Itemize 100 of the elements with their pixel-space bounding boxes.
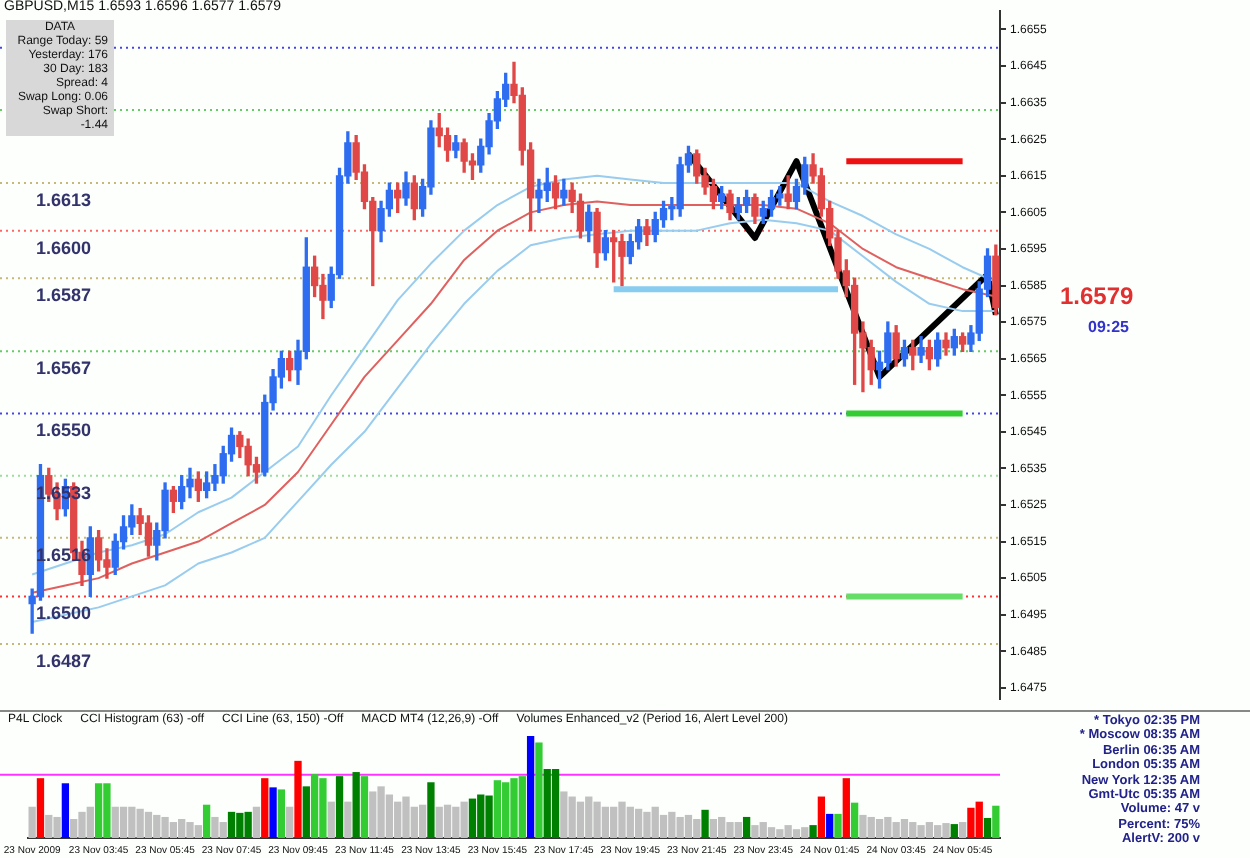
bar — [909, 822, 917, 838]
bar — [892, 822, 900, 838]
bar — [443, 804, 452, 838]
bar — [161, 816, 169, 838]
text: 09:25 — [1088, 317, 1131, 336]
bar — [983, 817, 992, 838]
bar — [394, 801, 402, 838]
bar — [917, 825, 925, 838]
bar — [78, 811, 86, 838]
bar — [560, 791, 568, 838]
bar — [485, 795, 493, 838]
bar — [884, 816, 892, 838]
bar — [452, 806, 460, 838]
ref-line-label: 1.6533 — [36, 482, 92, 503]
ref-line-label: 1.6587 — [36, 285, 92, 306]
bar — [502, 782, 510, 838]
bar — [767, 827, 776, 838]
bar — [94, 783, 103, 838]
bar — [344, 801, 352, 838]
bar — [385, 794, 394, 838]
bar — [759, 822, 767, 838]
bar — [942, 823, 950, 838]
bar — [360, 776, 369, 838]
bar — [634, 808, 643, 838]
bar — [286, 806, 294, 838]
bar — [45, 814, 53, 838]
bar — [236, 812, 244, 838]
bar — [227, 811, 236, 838]
bar — [418, 804, 427, 838]
bar — [377, 786, 385, 838]
bar — [211, 816, 219, 838]
bar — [153, 814, 161, 838]
bar — [535, 742, 543, 838]
ref-line-label: 1.6600 — [36, 237, 92, 258]
bar — [186, 822, 194, 838]
bar — [261, 778, 269, 838]
bar — [526, 736, 535, 838]
bar — [103, 783, 111, 838]
bar — [826, 813, 834, 838]
bar — [693, 818, 701, 838]
bar — [335, 776, 344, 838]
bar — [551, 769, 560, 838]
bar — [178, 818, 186, 838]
bar — [934, 825, 942, 838]
bar — [958, 822, 967, 838]
bar — [784, 825, 792, 838]
bar — [327, 801, 335, 838]
bar — [875, 818, 884, 838]
ref-line-label: 1.6487 — [36, 650, 92, 671]
bar — [543, 769, 551, 838]
bar — [294, 760, 302, 838]
bar — [726, 822, 734, 838]
bar — [402, 796, 410, 838]
bar — [618, 801, 626, 838]
bar — [310, 774, 319, 838]
bar — [86, 806, 94, 838]
bar — [967, 807, 975, 838]
bar — [709, 818, 718, 838]
bar — [319, 778, 327, 838]
bar — [277, 789, 286, 838]
bar — [809, 825, 817, 838]
bar — [801, 827, 809, 838]
bar — [111, 806, 119, 838]
bar — [477, 794, 485, 838]
bar — [61, 783, 70, 838]
bar — [36, 778, 45, 838]
bar — [859, 814, 867, 838]
bar — [202, 804, 211, 838]
bar — [70, 818, 78, 838]
bar — [792, 829, 801, 838]
bar — [28, 806, 36, 838]
bar — [136, 808, 144, 838]
bar — [269, 787, 277, 838]
bar — [751, 825, 759, 838]
bar — [659, 814, 668, 838]
bar — [252, 806, 261, 838]
bar — [144, 811, 153, 838]
bar — [593, 801, 601, 838]
text: 1.6579 — [1060, 282, 1135, 311]
bar — [950, 824, 958, 838]
bar — [842, 778, 850, 838]
bar — [493, 780, 502, 838]
bar — [684, 814, 693, 838]
ref-line-label: 1.6550 — [36, 420, 92, 441]
bar — [435, 806, 443, 838]
bar — [850, 802, 859, 838]
bar — [701, 809, 709, 838]
bar — [718, 816, 726, 838]
bar — [468, 798, 477, 838]
bar — [975, 801, 983, 838]
bar — [568, 796, 576, 838]
ref-line-label: 1.6500 — [36, 603, 92, 624]
bar — [53, 816, 61, 838]
bar — [817, 796, 826, 838]
bar — [601, 806, 610, 838]
bar — [119, 806, 128, 838]
bar — [369, 791, 377, 838]
bar — [510, 778, 518, 838]
bar — [668, 811, 676, 838]
ref-line-label: 1.6613 — [36, 190, 92, 211]
